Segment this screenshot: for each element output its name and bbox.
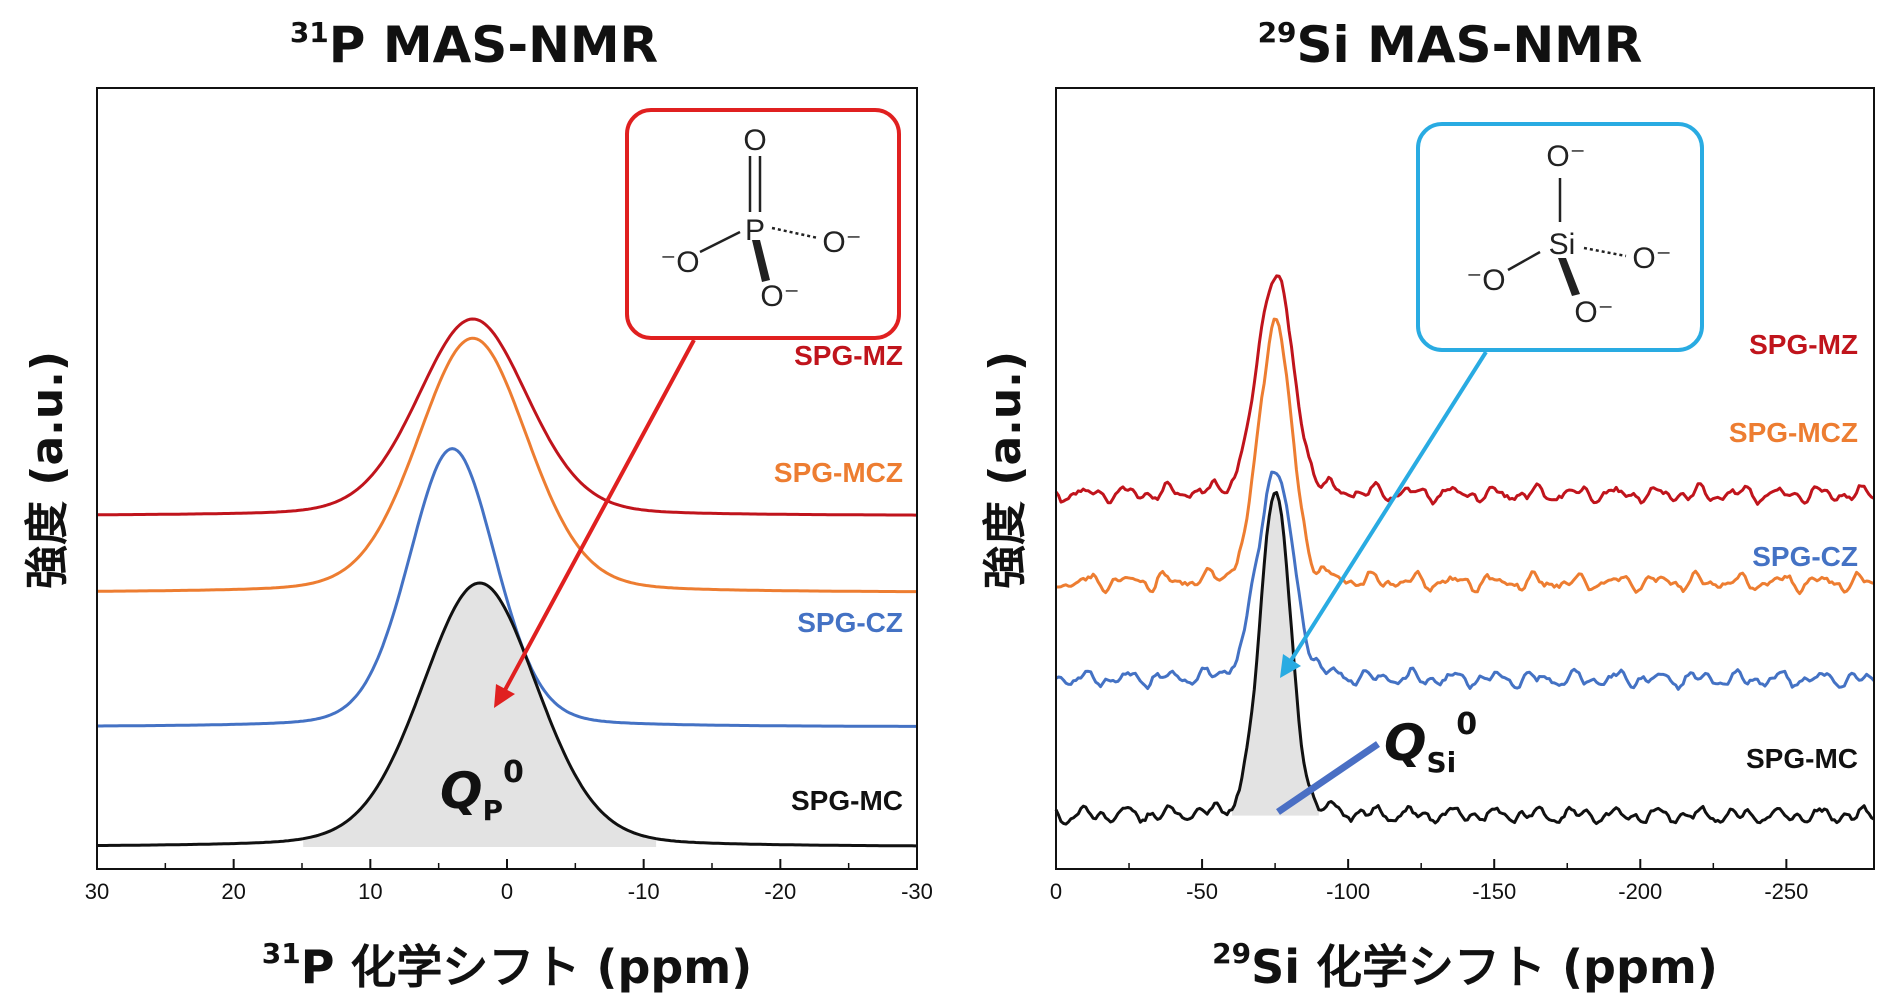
series-group-31p: SPG-MZ SPG-MCZ SPG-CZ SPG-MC [97, 317, 917, 848]
atom-o-top-si: O⁻ [1546, 140, 1585, 173]
x-tick-label: 20 [221, 879, 245, 904]
x-tick-label: -10 [628, 879, 660, 904]
x-tick-label: 0 [1050, 879, 1062, 904]
series-line-spg-mc [97, 581, 917, 848]
atom-o-top: O [743, 124, 766, 157]
y-axis-label-29si: 強度 (a.u.) [980, 351, 1031, 589]
series-label-spg-mcz: SPG-MCZ [1729, 417, 1858, 448]
silicate-structure: O⁻ Si ⁻O O⁻ O⁻ [1416, 122, 1704, 352]
series-line-spg-mcz [1056, 317, 1875, 596]
qp0-label: QP 0 [440, 755, 524, 827]
x-tick-label: 10 [358, 879, 382, 904]
pointer-arrow-29si [1280, 350, 1488, 678]
x-axis-label-29si: 29Si 化学シフト (ppm) [1212, 937, 1718, 994]
phosphate-structure: O P ⁻O O⁻ O⁻ [625, 108, 901, 340]
series-label-spg-cz: SPG-CZ [797, 607, 903, 638]
structure-box-31p [625, 108, 901, 340]
series-label-spg-mc: SPG-MC [1746, 743, 1858, 774]
qp0-superscript: 0 [503, 755, 524, 790]
x-tick-label: 0 [501, 879, 513, 904]
series-line-spg-mcz [97, 336, 917, 594]
qp0-symbol: Q [440, 762, 483, 820]
x-ticks-31p: 30 20 10 0 -10 -20 -30 [85, 859, 933, 904]
x-tick-label: -20 [764, 879, 796, 904]
xlabel-sup-29si: 29 [1212, 937, 1251, 970]
qsi0-superscript: 0 [1456, 707, 1477, 742]
panel-title-31p: 31P MAS-NMR [290, 16, 658, 74]
series-label-spg-cz: SPG-CZ [1752, 541, 1858, 572]
panel-title-29si: 29Si MAS-NMR [1258, 16, 1643, 74]
panel-29si: 29Si MAS-NMR 強度 (a.u.) SPG-MZSPG-MCZSPG-… [980, 16, 1876, 994]
series-label-spg-mcz: SPG-MCZ [774, 457, 903, 488]
xlabel-main-31p: P 化学シフト (ppm) [301, 940, 753, 994]
atom-center-p: P [745, 214, 765, 247]
series-label-spg-mc: SPG-MC [791, 785, 903, 816]
atom-o-right: O⁻ [822, 226, 861, 259]
x-tick-label: -50 [1186, 879, 1218, 904]
pointer-arrow-31p [494, 339, 696, 708]
qsi0-label: QSi 0 [1384, 707, 1477, 779]
series-line-spg-mz [1054, 274, 1875, 506]
atom-o-bottom-si: O⁻ [1574, 296, 1613, 329]
atom-o-left: ⁻O [660, 246, 699, 279]
series-line-spg-mc [1054, 491, 1875, 826]
title-sup-29si: 29 [1258, 16, 1297, 49]
title-main-29si: Si MAS-NMR [1297, 16, 1643, 74]
x-tick-label: -200 [1618, 879, 1662, 904]
x-tick-label: -30 [901, 879, 933, 904]
qsi0-pointer-line [1276, 741, 1380, 815]
qp0-subscript: P [483, 794, 504, 827]
peak-fill-spg-mc [1232, 492, 1319, 816]
y-axis-label-31p: 強度 (a.u.) [22, 351, 73, 589]
series-group-29si: SPG-MZ SPG-MCZ SPG-CZ SPG-MC [1054, 274, 1876, 826]
series-line-spg-mz [97, 317, 917, 517]
x-tick-label: -150 [1472, 879, 1516, 904]
x-tick-label: -250 [1764, 879, 1808, 904]
xlabel-main-29si: Si 化学シフト (ppm) [1251, 940, 1718, 994]
atom-o-bottom: O⁻ [760, 280, 799, 313]
x-axis-label-31p: 31P 化学シフト (ppm) [262, 937, 753, 994]
series-line-spg-cz [1055, 470, 1876, 691]
qsi0-subscript: Si [1427, 746, 1457, 779]
series-label-spg-mz: SPG-MZ [1749, 329, 1858, 360]
series-label-spg-mz: SPG-MZ [794, 340, 903, 371]
plot-frame-29si [1055, 87, 1875, 870]
title-main-31p: P MAS-NMR [329, 16, 658, 74]
atom-o-left-si: ⁻O [1466, 264, 1505, 297]
series-line-spg-cz [97, 447, 917, 728]
title-sup-31p: 31 [290, 16, 329, 49]
x-tick-label: -100 [1326, 879, 1370, 904]
x-tick-label: 30 [85, 879, 109, 904]
atom-center-si: Si [1549, 228, 1576, 261]
qsi0-symbol: Q [1384, 714, 1427, 772]
panel-31p: 31P MAS-NMR 強度 (a.u.) SPG-MZSPG-MCZSPG-C… [22, 16, 933, 994]
structure-box-29si [1416, 122, 1704, 352]
atom-o-right-si: O⁻ [1632, 242, 1671, 275]
peak-fill-spg-mc [303, 583, 657, 847]
x-ticks-29si: 0 -50 -100 -150 -200 -250 [1050, 859, 1808, 904]
xlabel-sup-31p: 31 [262, 937, 301, 970]
